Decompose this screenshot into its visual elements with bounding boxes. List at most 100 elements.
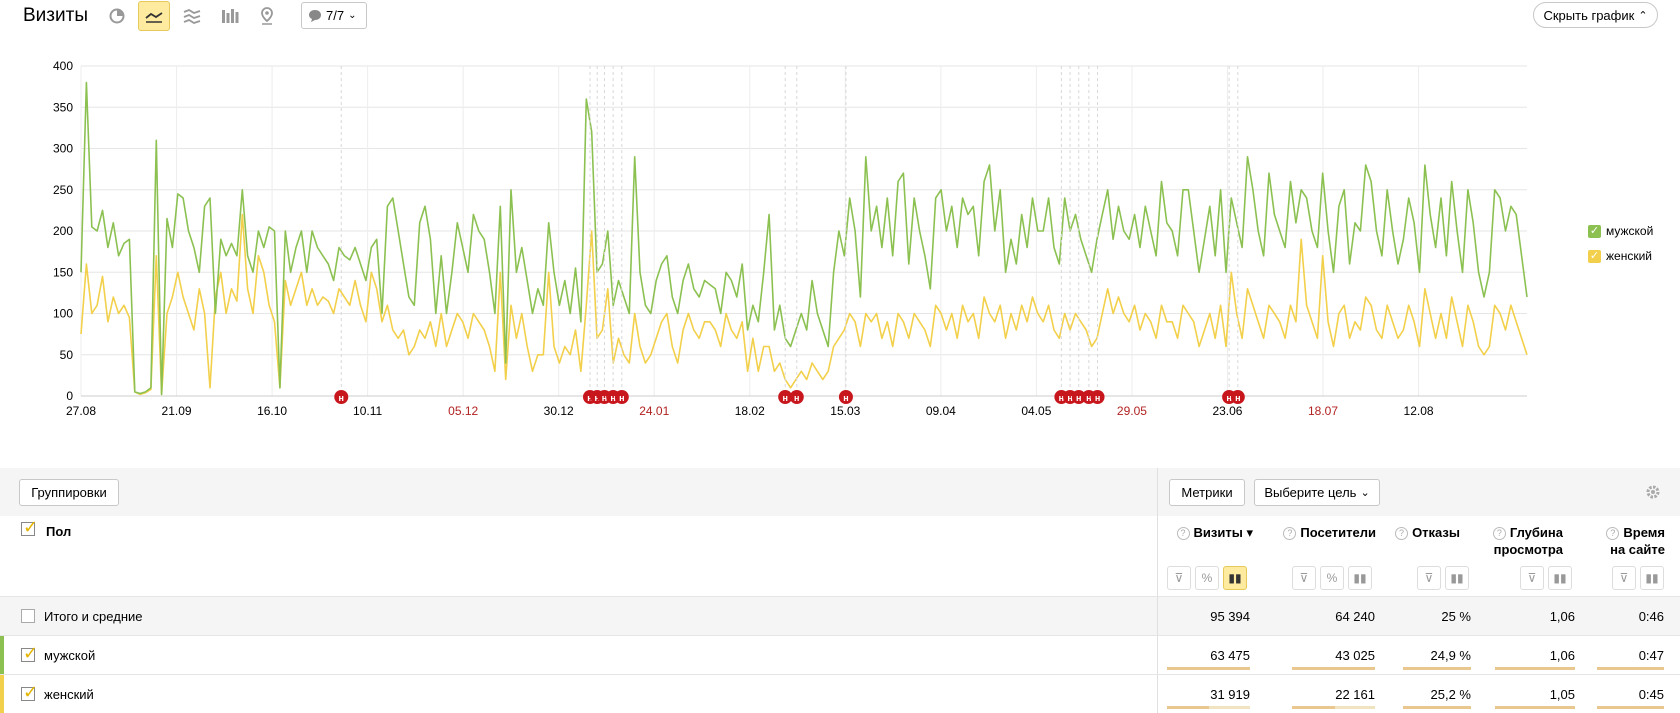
legend-checkbox-female[interactable]: ✓: [1588, 249, 1601, 263]
metric-value: 25 %: [1441, 609, 1471, 624]
note-marker-icon[interactable]: н: [334, 390, 349, 404]
row-label: мужской: [44, 648, 96, 663]
bars-icon[interactable]: ▮▮: [1348, 566, 1372, 590]
y-tick-label: 50: [60, 348, 74, 362]
column-header-visitors[interactable]: ? Посетители: [1283, 524, 1376, 541]
series-line: [80, 81, 1528, 396]
svg-text:н: н: [1059, 393, 1064, 403]
x-tick-label: 23.06: [1212, 404, 1242, 418]
dimension-header: Пол: [46, 524, 72, 539]
bars-icon[interactable]: ▮▮: [1223, 566, 1247, 590]
row-checkbox[interactable]: ✓: [21, 682, 39, 702]
metric-bar: [1403, 667, 1471, 670]
bar-chart-icon[interactable]: [214, 1, 246, 31]
bars-icon[interactable]: ▮▮: [1445, 566, 1469, 590]
report-header: Визиты 7/7 ⌄ Скрыть график ⌃: [0, 0, 1680, 36]
line-chart-icon[interactable]: [138, 1, 170, 31]
x-tick-label: 18.07: [1308, 404, 1338, 418]
column-header-bounces[interactable]: ? Отказы: [1395, 524, 1460, 541]
chevron-down-icon: ⌄: [348, 10, 357, 21]
svg-text:н: н: [602, 393, 607, 403]
visitors-column-controls: ⊽ % ▮▮: [1292, 566, 1372, 590]
svg-text:н: н: [595, 393, 600, 403]
groupings-button[interactable]: Группировки: [19, 479, 119, 506]
y-tick-label: 400: [53, 59, 73, 73]
time-column-controls: ⊽ ▮▮: [1612, 566, 1664, 590]
row-checkbox[interactable]: ✓: [21, 643, 39, 663]
column-divider: [1157, 516, 1158, 596]
hide-chart-button[interactable]: Скрыть график ⌃: [1533, 2, 1658, 28]
x-tick-label: 09.04: [926, 404, 956, 418]
column-header-depth[interactable]: ? Глубина просмотра: [1492, 525, 1563, 557]
x-tick-label: 15.03: [830, 404, 860, 418]
metrics-button[interactable]: Метрики: [1169, 479, 1245, 506]
metric-value: 22 161: [1335, 687, 1375, 702]
metric-value: 0:46: [1638, 609, 1664, 624]
legend-checkbox-male[interactable]: ✓: [1588, 224, 1601, 238]
metric-value: 1,06: [1549, 648, 1575, 663]
pie-chart-icon[interactable]: [101, 1, 133, 31]
map-pin-icon[interactable]: [251, 1, 283, 31]
metric-value: 95 394: [1210, 609, 1250, 624]
x-tick-label: 27.08: [66, 404, 96, 418]
filter-icon[interactable]: ⊽: [1612, 566, 1636, 590]
svg-text:н: н: [610, 393, 615, 403]
metric-value: 0:45: [1638, 687, 1664, 702]
table-header: ✓ Пол: [0, 516, 1680, 596]
series-line: [80, 213, 1528, 396]
goal-select-label: Выберите цель: [1264, 485, 1357, 500]
metric-bar: [1292, 706, 1375, 709]
note-marker-icon[interactable]: н: [778, 390, 793, 404]
note-marker-icon[interactable]: н: [1090, 390, 1105, 404]
bars-icon[interactable]: ▮▮: [1548, 566, 1572, 590]
column-header-visits[interactable]: ? Визиты ▾: [1176, 524, 1253, 541]
filter-icon[interactable]: ⊽: [1292, 566, 1316, 590]
filter-icon[interactable]: ⊽: [1417, 566, 1441, 590]
table-row[interactable]: Итого и средние 95 394 64 240 25 % 1,06 0:46: [0, 596, 1680, 635]
note-marker-icon[interactable]: н: [1230, 390, 1245, 404]
metric-bar: [1167, 667, 1250, 670]
row-color-marker: [0, 636, 4, 674]
filter-icon[interactable]: ⊽: [1520, 566, 1544, 590]
legend-item-male[interactable]: ✓ мужской: [1588, 224, 1653, 238]
x-tick-label: 04.05: [1021, 404, 1051, 418]
note-marker-icon[interactable]: н: [838, 390, 853, 404]
svg-text:н: н: [587, 393, 592, 403]
note-marker-icon[interactable]: н: [789, 390, 804, 404]
svg-text:н: н: [843, 393, 848, 403]
note-marker-icon[interactable]: н: [614, 390, 629, 404]
metric-bar: [1403, 706, 1471, 709]
bars-icon[interactable]: ▮▮: [1640, 566, 1664, 590]
note-marker-icon[interactable]: н: [1071, 390, 1086, 404]
settings-gear-icon[interactable]: [1644, 483, 1662, 506]
column-divider: [1157, 636, 1158, 674]
svg-text:н: н: [1235, 393, 1240, 403]
table-row[interactable]: ✓ женский 31 919 22 161 25,2 % 1,05 0:45: [0, 674, 1680, 713]
goal-select[interactable]: Выберите цель ⌄: [1254, 479, 1380, 506]
metric-value: 63 475: [1210, 648, 1250, 663]
percent-icon[interactable]: %: [1320, 566, 1344, 590]
column-header-time[interactable]: ? Время на сайте: [1606, 524, 1665, 558]
dimension-checkbox[interactable]: ✓: [21, 517, 39, 537]
filter-icon[interactable]: ⊽: [1167, 566, 1191, 590]
metric-value: 1,05: [1549, 687, 1575, 702]
legend-item-female[interactable]: ✓ женский: [1588, 249, 1652, 263]
visits-line-chart: 0 50 100 150 200 250 300 350 400 27.08 21.09 16.10 1…: [53, 59, 1528, 418]
y-tick-label: 350: [53, 100, 73, 114]
row-checkbox[interactable]: [21, 609, 35, 623]
x-tick-label: 24.01: [639, 404, 669, 418]
notes-button[interactable]: 7/7 ⌄: [301, 2, 367, 29]
column-divider: [1157, 597, 1158, 635]
metric-value: 1,06: [1549, 609, 1575, 624]
legend-label-female: женский: [1606, 249, 1652, 263]
metric-bar: [1597, 706, 1664, 709]
page-title: Визиты: [23, 5, 88, 26]
svg-text:н: н: [1086, 393, 1091, 403]
table-row[interactable]: ✓ мужской 63 475 43 025 24,9 % 1,06 0:47: [0, 635, 1680, 674]
area-chart-icon[interactable]: [176, 1, 208, 31]
percent-icon[interactable]: %: [1195, 566, 1219, 590]
table-toolbar: Группировки Метрики Выберите цель ⌄: [0, 468, 1680, 516]
svg-text:н: н: [782, 393, 787, 403]
metric-value: 25,2 %: [1430, 687, 1471, 702]
notes-count: 7/7: [326, 8, 345, 23]
